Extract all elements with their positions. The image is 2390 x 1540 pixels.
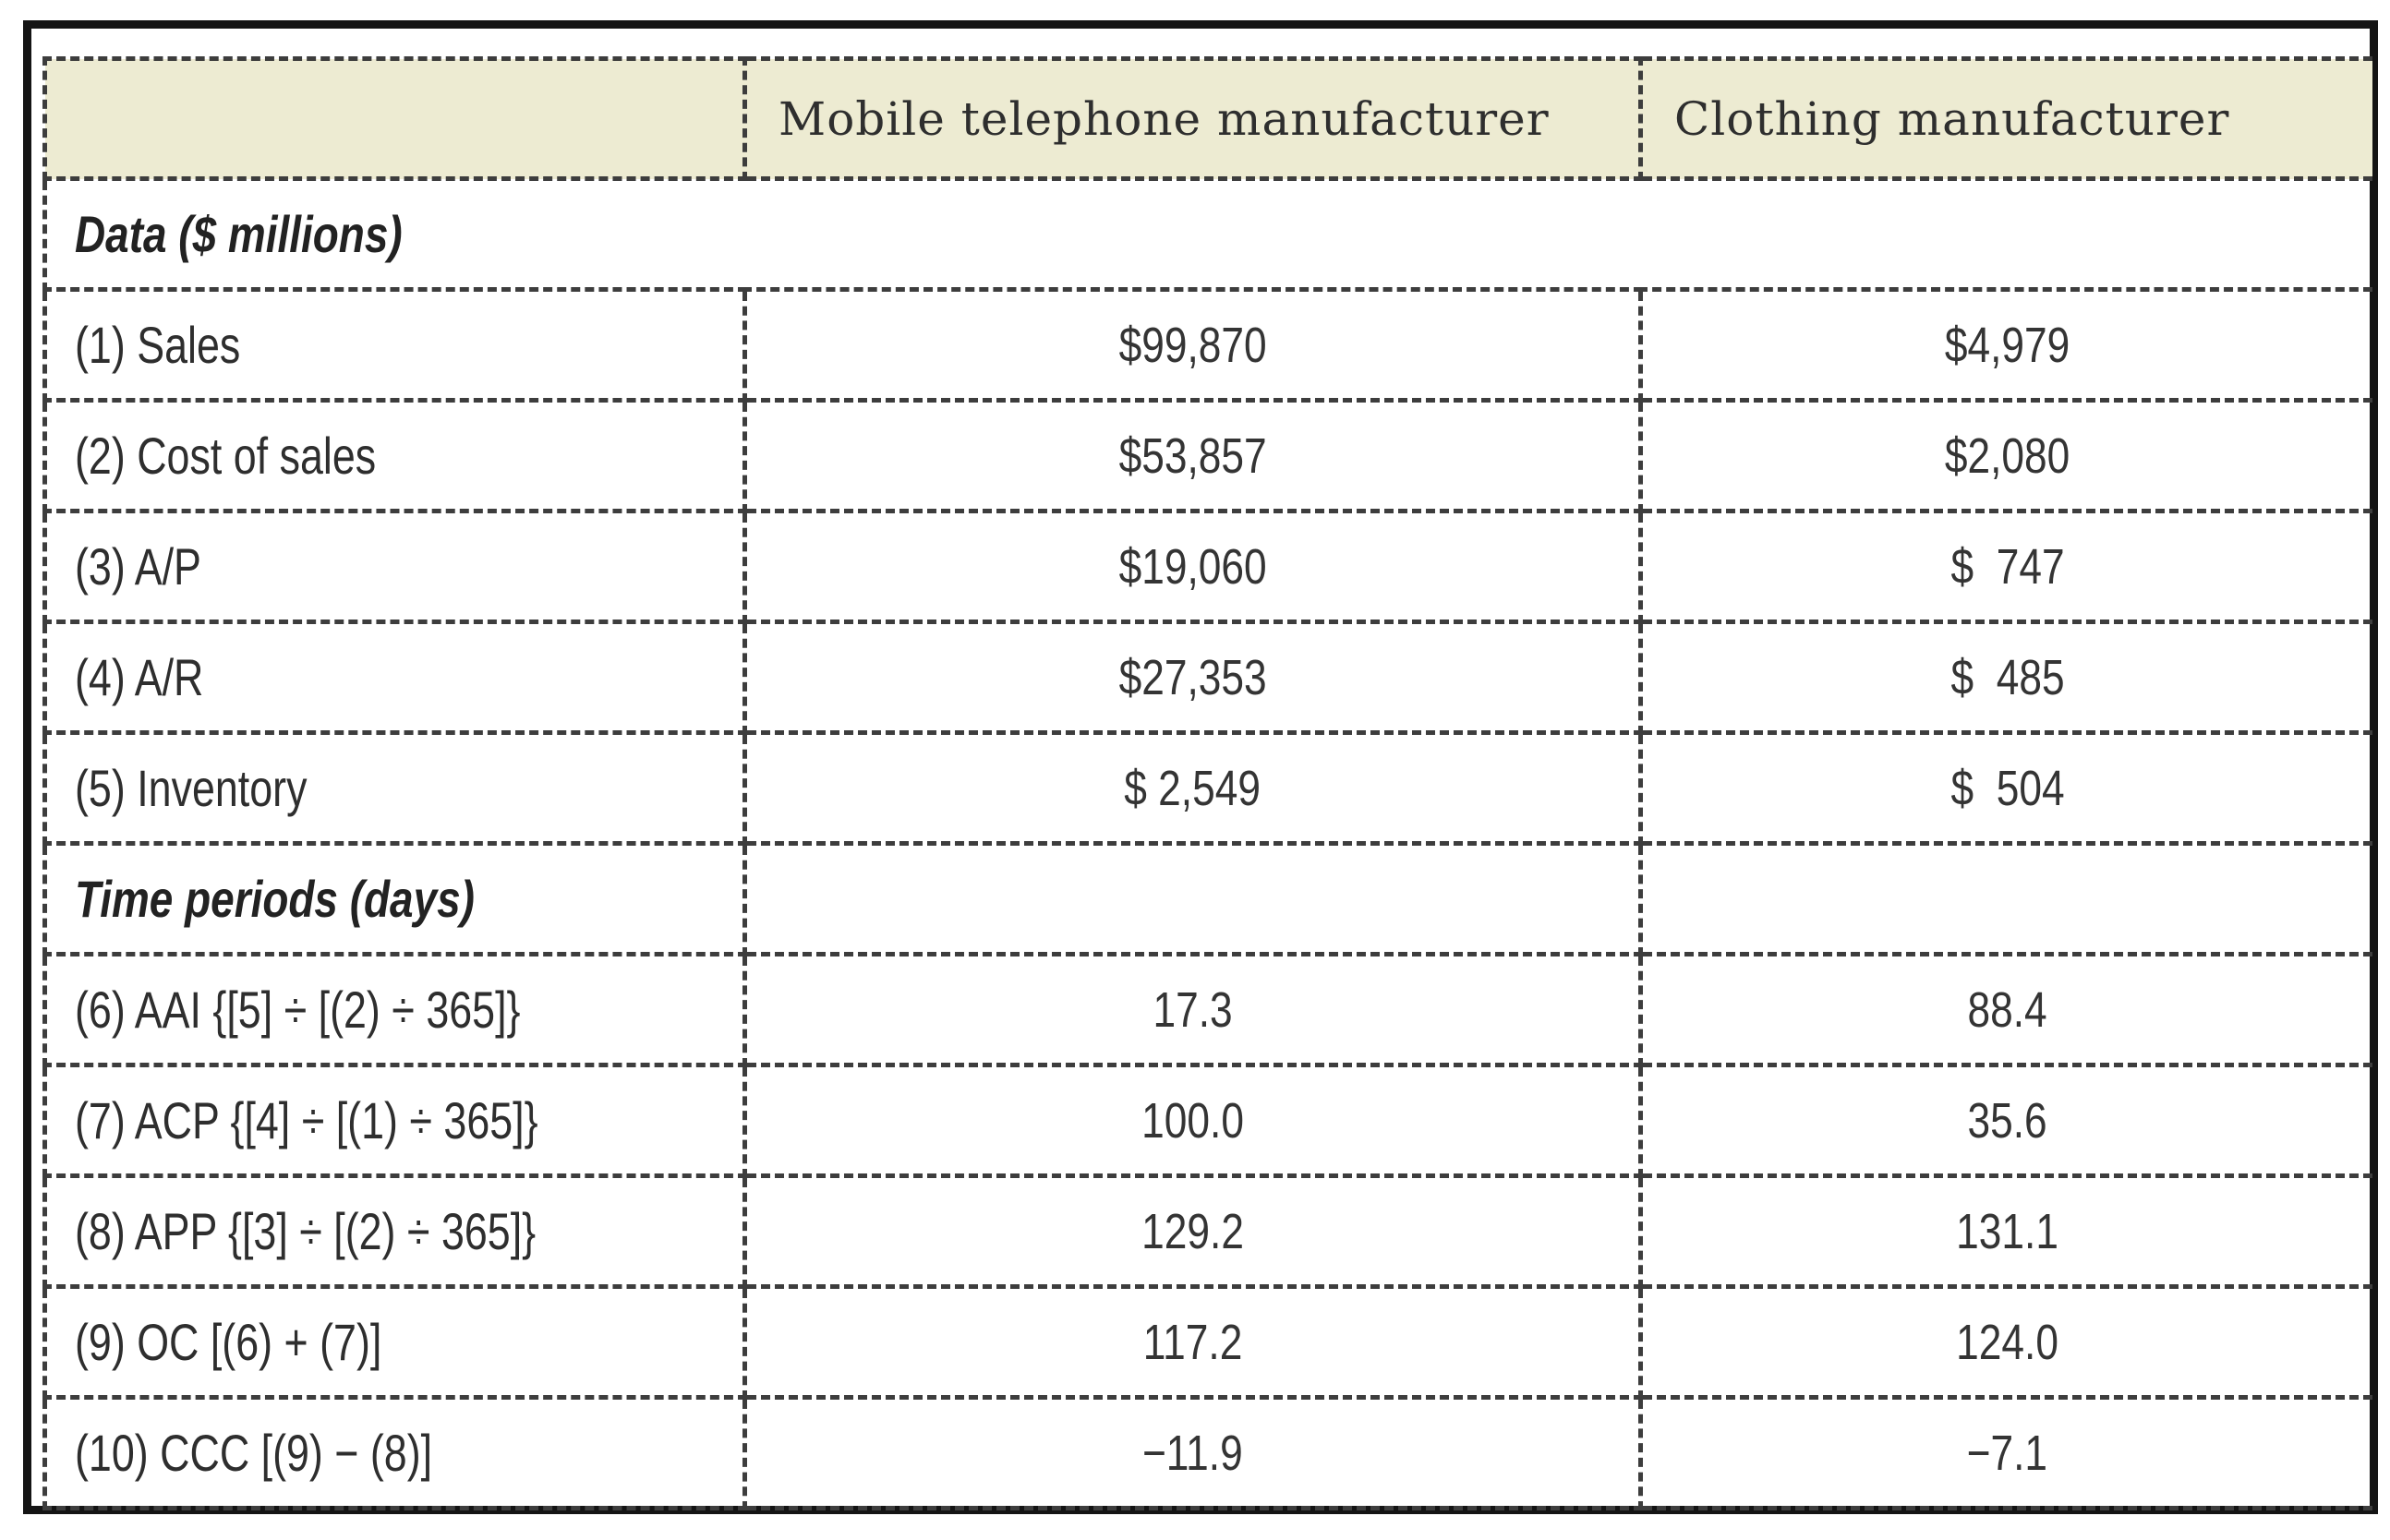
clothing-value-cell: 88.4 [1638,952,2372,1067]
row-label: (2) Cost of sales [75,426,377,485]
clothing-value: 131.1 [1956,1203,2059,1259]
column-header-row: Mobile telephone manufacturer Clothing ma… [42,56,2372,181]
row-label: (9) OC [(6) + (7)] [75,1312,382,1371]
mobile-value-cell: 17.3 [742,952,1643,1067]
row-label: (7) ACP {[4] ÷ [(1) ÷ 365]} [75,1090,538,1149]
table-row: (2) Cost of sales $53,857 $2,080 [42,398,2372,513]
row-label-cell: (8) APP {[3] ÷ [(2) ÷ 365]} [42,1173,747,1289]
section-row: Data ($ millions) [42,176,2372,292]
row-label: (6) AAI {[5] ÷ [(2) ÷ 365]} [75,980,521,1039]
row-label-cell: (5) Inventory [42,730,747,846]
row-label-cell: (6) AAI {[5] ÷ [(2) ÷ 365]} [42,952,747,1067]
section-label-cell: Time periods (days) [42,841,747,956]
row-label: (1) Sales [75,315,241,374]
comparison-table: Mobile telephone manufacturer Clothing ma… [42,56,2372,1510]
clothing-value-cell: −7.1 [1638,1395,2372,1510]
table-row: (1) Sales $99,870 $4,979 [42,287,2372,403]
mobile-value-cell: $53,857 [742,398,1643,513]
row-label-cell: (1) Sales [42,287,747,403]
row-label-cell: (10) CCC [(9) − (8)] [42,1395,747,1510]
row-label-cell: (4) A/R [42,620,747,735]
mobile-value-cell: 129.2 [742,1173,1643,1289]
mobile-value-cell: $99,870 [742,287,1643,403]
clothing-value: 35.6 [1967,1092,2047,1149]
table-row: (8) APP {[3] ÷ [(2) ÷ 365]} 129.2 131.1 [42,1173,2372,1289]
mobile-value: 117.2 [1142,1314,1243,1370]
table-row: (7) ACP {[4] ÷ [(1) ÷ 365]} 100.0 35.6 [42,1063,2372,1178]
mobile-value-cell: $19,060 [742,509,1643,624]
clothing-value: 88.4 [1967,981,2047,1038]
mobile-value: 100.0 [1141,1092,1244,1149]
mobile-value: $ 2,549 [1124,760,1261,816]
mobile-value-cell: 117.2 [742,1284,1643,1400]
clothing-value: $ 485 [1950,649,2065,705]
clothing-value-cell: $2,080 [1638,398,2372,513]
column-header-clothing-label: Clothing manufacturer [1674,91,2230,146]
mobile-value-cell: $27,353 [742,620,1643,735]
mobile-value: 17.3 [1153,981,1233,1038]
column-header-clothing: Clothing manufacturer [1638,56,2372,181]
section-label-cell: Data ($ millions) [42,176,2372,292]
clothing-value: $2,080 [1945,427,2070,484]
row-label-cell: (2) Cost of sales [42,398,747,513]
mobile-empty-cell [742,841,1643,956]
clothing-value-cell: 35.6 [1638,1063,2372,1178]
row-label-cell: (3) A/P [42,509,747,624]
section-label: Data ($ millions) [75,204,403,263]
mobile-value: $27,353 [1118,649,1267,705]
column-header-mobile: Mobile telephone manufacturer [742,56,1643,181]
clothing-value-cell: 131.1 [1638,1173,2372,1289]
clothing-value-cell: $ 504 [1638,730,2372,846]
column-header-mobile-label: Mobile telephone manufacturer [779,91,1550,146]
row-label-cell: (9) OC [(6) + (7)] [42,1284,747,1400]
mobile-value-cell: −11.9 [742,1395,1643,1510]
clothing-value: $ 747 [1950,538,2065,595]
clothing-value: −7.1 [1967,1425,2048,1481]
mobile-value: $53,857 [1118,427,1267,484]
row-label: (5) Inventory [75,758,308,817]
clothing-value-cell: $ 747 [1638,509,2372,624]
comparison-table-body: Mobile telephone manufacturer Clothing ma… [42,56,2372,1510]
table-row: (3) A/P $19,060 $ 747 [42,509,2372,624]
table-row: (10) CCC [(9) − (8)] −11.9 −7.1 [42,1395,2372,1510]
row-label: (4) A/R [75,647,204,706]
clothing-value: 124.0 [1956,1314,2059,1370]
column-header-blank [42,56,747,181]
row-label: (3) A/P [75,536,201,596]
table-row: (5) Inventory $ 2,549 $ 504 [42,730,2372,846]
clothing-value-cell: 124.0 [1638,1284,2372,1400]
table-row: (6) AAI {[5] ÷ [(2) ÷ 365]} 17.3 88.4 [42,952,2372,1067]
table-row: (4) A/R $27,353 $ 485 [42,620,2372,735]
clothing-value: $ 504 [1950,760,2065,816]
mobile-value: $19,060 [1118,538,1267,595]
mobile-value: $99,870 [1118,317,1267,373]
clothing-value-cell: $4,979 [1638,287,2372,403]
mobile-value: −11.9 [1142,1425,1243,1481]
clothing-empty-cell [1638,841,2372,956]
row-label-cell: (7) ACP {[4] ÷ [(1) ÷ 365]} [42,1063,747,1178]
table-row: (9) OC [(6) + (7)] 117.2 124.0 [42,1284,2372,1400]
row-label: (10) CCC [(9) − (8)] [75,1423,433,1482]
table-outer-frame: Mobile telephone manufacturer Clothing ma… [23,20,2378,1514]
row-label: (8) APP {[3] ÷ [(2) ÷ 365]} [75,1201,537,1260]
section-row: Time periods (days) [42,841,2372,956]
section-label: Time periods (days) [75,869,475,928]
mobile-value: 129.2 [1141,1203,1244,1259]
clothing-value: $4,979 [1945,317,2070,373]
clothing-value-cell: $ 485 [1638,620,2372,735]
mobile-value-cell: 100.0 [742,1063,1643,1178]
mobile-value-cell: $ 2,549 [742,730,1643,846]
